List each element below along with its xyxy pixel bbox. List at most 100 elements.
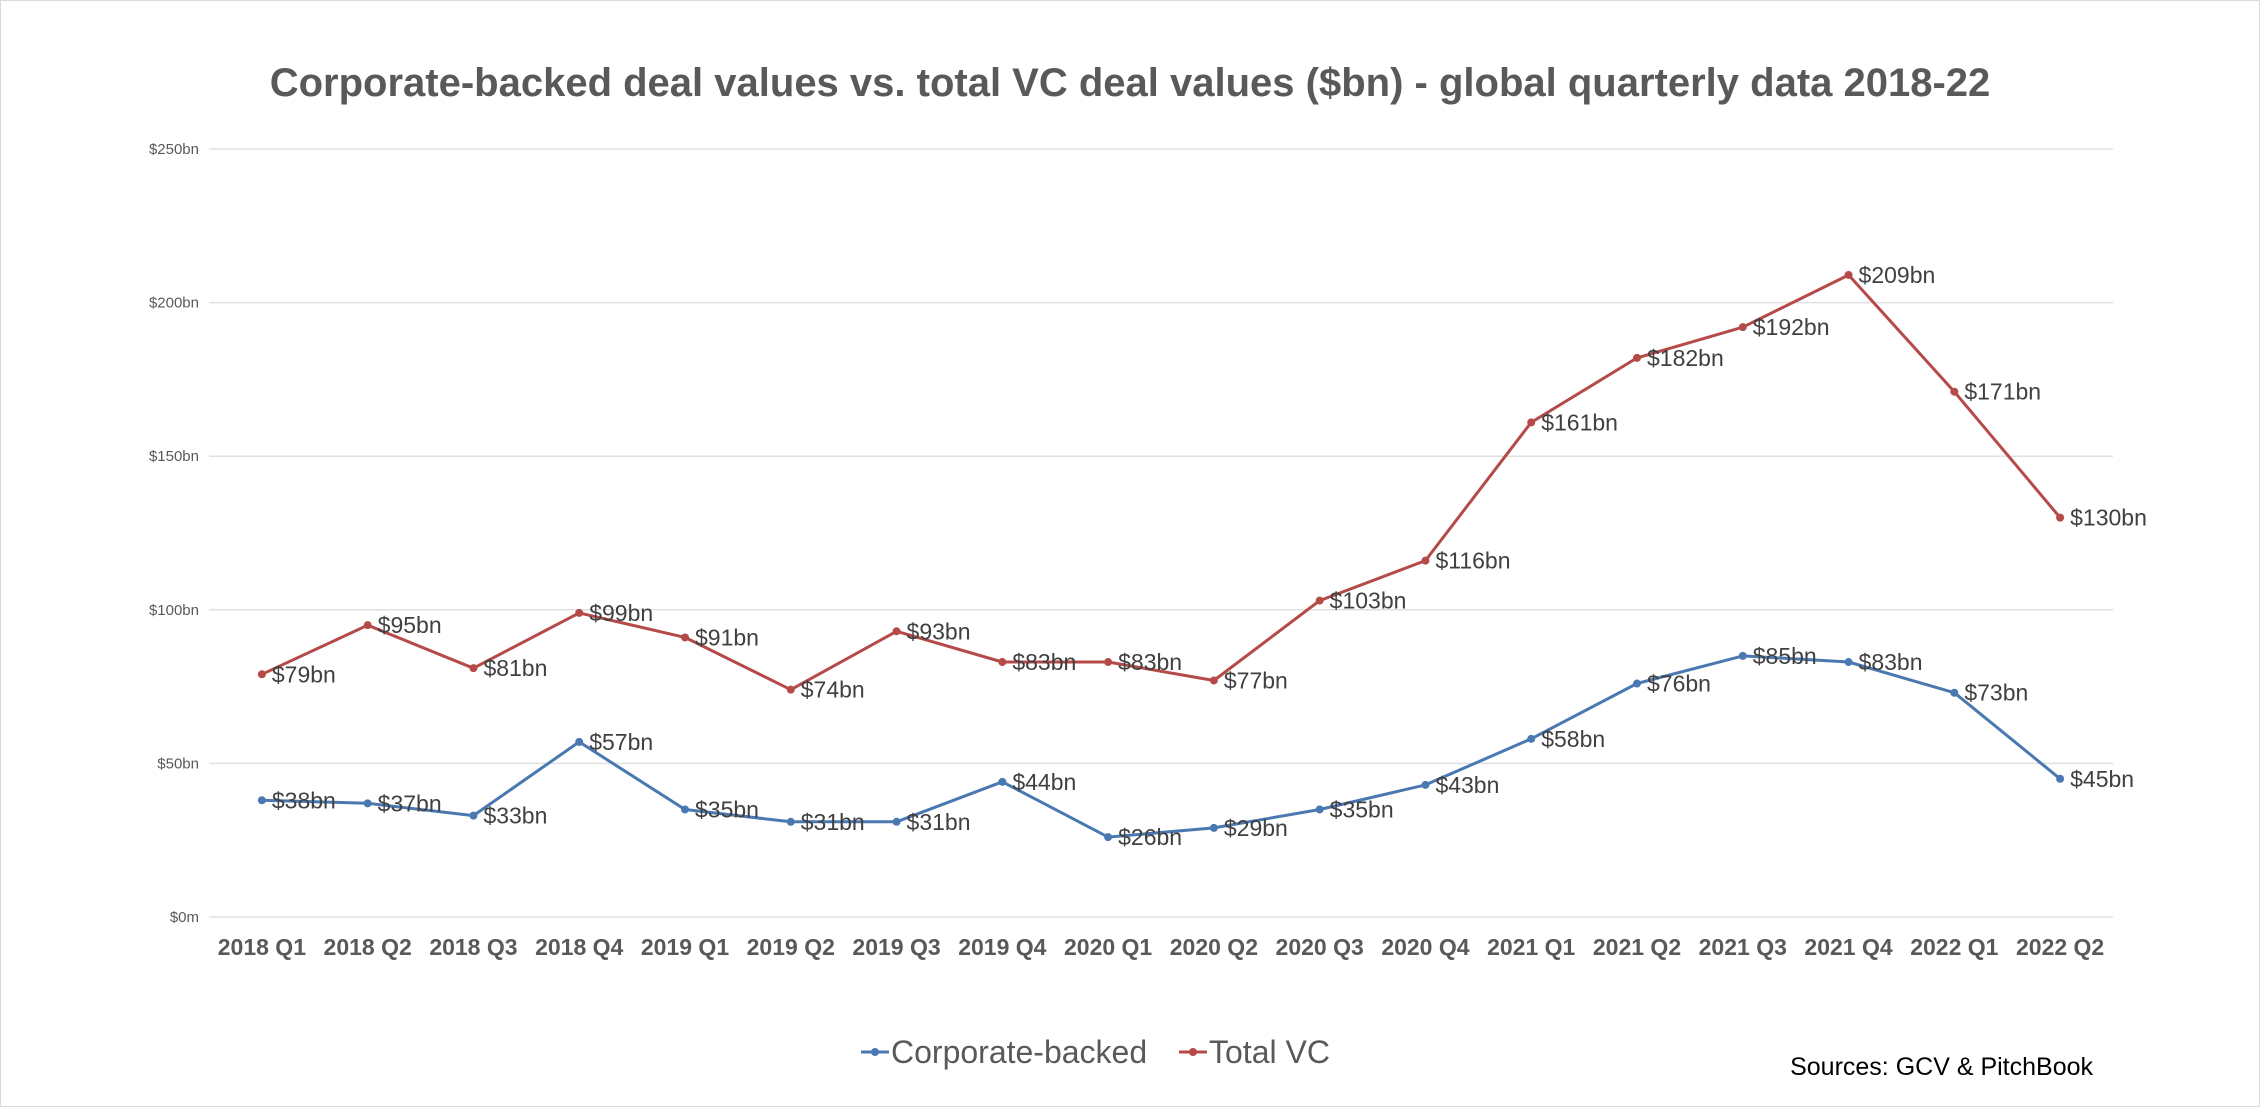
y-tick-label: $0m — [170, 909, 199, 926]
data-point — [575, 737, 584, 746]
data-label: $31bn — [801, 809, 865, 835]
x-tick-label: 2022 Q1 — [1910, 934, 1998, 960]
y-tick-label: $250bn — [149, 141, 199, 158]
data-label: $91bn — [695, 624, 759, 650]
data-label: $58bn — [1541, 726, 1605, 752]
chart-title: Corporate-backed deal values vs. total V… — [270, 61, 1991, 105]
series-line — [261, 654, 2062, 839]
data-point — [257, 796, 266, 805]
data-point — [1421, 780, 1430, 789]
x-tick-label: 2018 Q4 — [535, 934, 623, 960]
legend-marker — [871, 1048, 879, 1056]
data-point — [786, 817, 795, 826]
x-tick-label: 2018 Q3 — [429, 934, 517, 960]
data-label: $182bn — [1647, 345, 1724, 371]
data-label: $85bn — [1753, 643, 1817, 669]
data-point — [1104, 833, 1113, 842]
x-tick-label: 2020 Q2 — [1170, 934, 1258, 960]
data-label: $130bn — [2070, 505, 2147, 531]
data-point — [892, 627, 901, 636]
data-point — [1738, 651, 1747, 660]
legend-item: Corporate-backed — [861, 1034, 1147, 1070]
data-label: $76bn — [1647, 671, 1711, 697]
x-tick-label: 2018 Q2 — [324, 934, 412, 960]
data-point — [1844, 658, 1853, 667]
x-tick-label: 2019 Q1 — [641, 934, 729, 960]
data-point — [1527, 418, 1536, 427]
data-point — [1209, 823, 1218, 832]
data-point — [1950, 688, 1959, 697]
data-label: $83bn — [1859, 649, 1923, 675]
gridlines — [209, 148, 2113, 918]
data-label: $192bn — [1753, 314, 1830, 340]
data-label: $35bn — [1330, 796, 1394, 822]
data-point — [998, 777, 1007, 786]
data-labels: $38bn $37bn $33bn $57bn $35bn $31bn $31bn $44bn… — [272, 262, 2147, 850]
data-label: $26bn — [1118, 824, 1182, 850]
data-label: $77bn — [1224, 667, 1288, 693]
data-label: $43bn — [1435, 772, 1499, 798]
data-label: $33bn — [483, 803, 547, 829]
data-label: $81bn — [483, 655, 547, 681]
data-point — [998, 658, 1007, 667]
data-label: $37bn — [378, 790, 442, 816]
data-point — [681, 633, 689, 642]
legend-marker — [1189, 1048, 1197, 1056]
legend-label: Total VC — [1209, 1034, 1330, 1070]
y-tick-label: $150bn — [149, 448, 199, 465]
x-tick-label: 2019 Q3 — [852, 934, 940, 960]
series-corporate-backed — [257, 651, 2065, 842]
data-label: $83bn — [1012, 649, 1076, 675]
data-point — [2056, 774, 2065, 783]
data-label: $29bn — [1224, 815, 1288, 841]
y-tick-label: $100bn — [149, 602, 199, 619]
x-tick-label: 2020 Q4 — [1381, 934, 1469, 960]
series-lines — [257, 270, 2065, 842]
x-tick-label: 2021 Q3 — [1699, 934, 1787, 960]
data-label: $93bn — [907, 618, 971, 644]
data-label: $116bn — [1435, 548, 1510, 574]
data-label: $83bn — [1118, 649, 1182, 675]
data-label: $171bn — [1964, 379, 2041, 405]
x-tick-label: 2020 Q3 — [1276, 934, 1364, 960]
data-label: $161bn — [1541, 409, 1618, 435]
data-label: $95bn — [378, 612, 442, 638]
data-point — [1315, 805, 1324, 814]
source-note: Sources: GCV & PitchBook — [1790, 1053, 2093, 1081]
x-tick-label: 2021 Q4 — [1804, 934, 1892, 960]
data-point — [1633, 679, 1641, 688]
x-tick-label: 2019 Q2 — [747, 934, 835, 960]
data-label: $99bn — [589, 600, 653, 626]
data-label: $209bn — [1859, 262, 1936, 288]
data-point — [786, 685, 795, 694]
data-point — [1844, 270, 1853, 279]
legend-item: Total VC — [1179, 1034, 1330, 1070]
data-point — [257, 670, 266, 679]
data-label: $57bn — [589, 729, 653, 755]
x-axis-ticks: 2018 Q1 2018 Q2 2018 Q3 2018 Q4 2019 Q1 2019 … — [218, 934, 2104, 960]
data-point — [892, 817, 901, 826]
data-point — [469, 811, 478, 820]
x-tick-label: 2021 Q1 — [1487, 934, 1575, 960]
data-label: $38bn — [272, 787, 336, 813]
data-point — [1209, 676, 1218, 685]
data-label: $31bn — [907, 809, 971, 835]
data-label: $44bn — [1012, 769, 1076, 795]
y-tick-label: $200bn — [149, 295, 199, 312]
y-axis-ticks: $0m $50bn $100bn $150bn $200bn $250bn — [149, 141, 199, 926]
data-label: $73bn — [1964, 680, 2028, 706]
data-label: $103bn — [1330, 588, 1407, 614]
data-label: $35bn — [695, 796, 759, 822]
data-label: $79bn — [272, 661, 336, 687]
data-point — [1633, 353, 1641, 362]
x-tick-label: 2022 Q2 — [2016, 934, 2104, 960]
y-tick-label: $50bn — [157, 755, 199, 772]
legend: Corporate-backed Total VC — [861, 1034, 1330, 1070]
data-point — [575, 608, 584, 617]
data-point — [469, 664, 478, 673]
data-label: $45bn — [2070, 766, 2134, 792]
x-tick-label: 2020 Q1 — [1064, 934, 1152, 960]
series-total-vc — [257, 270, 2065, 694]
